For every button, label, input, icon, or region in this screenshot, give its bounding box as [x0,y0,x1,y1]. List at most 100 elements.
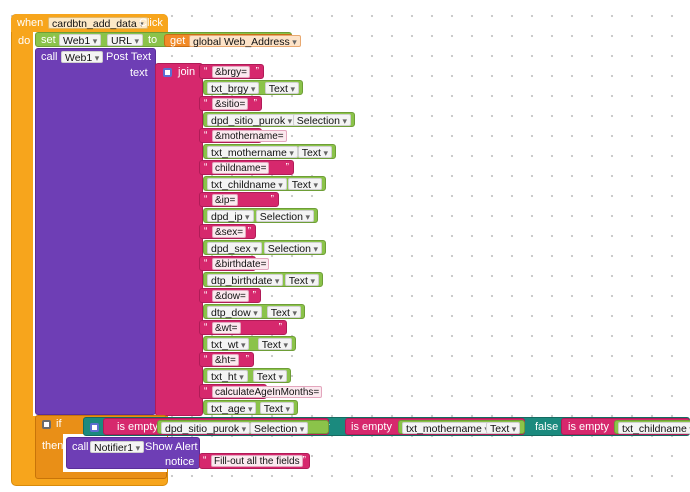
open-quote: “ [204,162,208,173]
getter-component-dropdown[interactable]: txt_ht [207,370,248,383]
getter-component-dropdown[interactable]: txt_childname [207,178,287,191]
join-property-getter[interactable]: txt_brgy Text [203,80,303,95]
getter-property-dropdown[interactable]: Selection [263,242,322,255]
getter-property-dropdown[interactable]: Selection [292,114,351,127]
set-property-dropdown[interactable]: URL [107,34,144,47]
alert-component-dropdown[interactable]: Notifier1 [90,441,145,454]
is-empty-block-1[interactable]: is empty dpd_sitio_purok Selection [103,418,329,435]
join-property-getter[interactable]: dtp_birthdateText [203,272,323,287]
join-string-text[interactable]: &mothername= [212,130,287,142]
open-quote: “ [204,226,208,237]
join-string-text[interactable]: &birthdate= [212,258,270,270]
getter-property-dropdown[interactable]: Selection [255,210,314,223]
global-variable-dropdown[interactable]: global Web_Address [189,35,301,48]
cond2-property-dropdown[interactable]: Text [486,422,521,435]
open-quote: “ [204,130,208,141]
getter-component-dropdown[interactable]: txt_age [207,402,257,415]
getter-component-dropdown[interactable]: dpd_sitio_purok [207,114,297,127]
join-string-block[interactable]: “ &sex=” [199,224,256,239]
event-header[interactable]: when cardbtn_add_data Click [11,14,168,32]
join-string-text[interactable]: childname= [212,162,270,174]
join-string-text[interactable]: &sex= [212,226,247,238]
get-global-block[interactable]: get global Web_Address [164,34,301,48]
to-keyword: to [148,34,158,46]
join-property-getter[interactable]: txt_mothernameText [203,144,336,159]
getter-component-dropdown[interactable]: txt_brgy [207,82,260,95]
open-quote: “ [204,386,208,397]
getter-property-dropdown[interactable]: Text [266,306,301,319]
getter-component-dropdown[interactable]: dpd_ip [207,210,254,223]
is-empty-block-3[interactable]: is empty txt_childname [561,418,690,435]
join-string-block[interactable]: “ &brgy= ” [199,64,264,79]
is-empty-label: is empty [351,421,392,433]
join-string-text[interactable]: &ip= [212,194,239,206]
alert-message-text[interactable]: Fill-out all the fields [211,455,303,467]
join-property-getter[interactable]: dpd_sexSelection [203,240,326,255]
getter-property-dropdown[interactable]: Text [259,402,294,415]
join-string-block[interactable]: “ calculateAgeInMonths=” [199,384,323,399]
join-string-text[interactable]: &brgy= [212,66,250,78]
join-string-text[interactable]: calculateAgeInMonths= [212,386,323,398]
join-string-text[interactable]: &sitio= [212,98,249,110]
join-string-block[interactable]: “ &birthdate=” [199,256,270,271]
getter-component-dropdown[interactable]: txt_mothername [207,146,298,159]
is-empty-block-2[interactable]: is empty txt_mothername Text [345,418,525,435]
cond2-component-dropdown[interactable]: txt_mothername [402,422,493,435]
cond2-getter[interactable]: txt_mothername Text [398,420,525,435]
join-string-text[interactable]: &dow= [212,290,249,302]
if-keyword: if [56,418,62,430]
set-url-block[interactable]: set Web1 URL to get global Web_Address [35,32,301,48]
join-property-getter[interactable]: dpd_ipSelection [203,208,318,223]
open-quote: “ [204,354,208,365]
if-mutator-gear-icon[interactable] [42,420,51,429]
join-property-getter[interactable]: dpd_sitio_purokSelection [203,112,355,127]
event-component-dropdown[interactable]: cardbtn_add_data [48,17,148,30]
join-label: join [178,66,196,78]
join-string-text[interactable]: &wt= [212,322,241,334]
cond1-property-dropdown[interactable]: Selection [250,422,309,435]
close-quote: ” [285,162,289,173]
set-component-dropdown[interactable]: Web1 [59,34,102,47]
call-component-dropdown[interactable]: Web1 [61,51,104,64]
getter-component-dropdown[interactable]: dpd_sex [207,242,262,255]
getter-property-dropdown[interactable]: Text [264,82,299,95]
join-property-getter[interactable]: dtp_dow Text [203,304,305,319]
open-quote: “ [204,66,208,77]
or-mutator-gear-icon[interactable] [90,423,99,432]
show-alert-block[interactable]: call Notifier1 Show Alert notice [66,437,200,469]
mutator-gear-icon[interactable] [163,68,172,77]
join-string-block[interactable]: “ &dow=” [199,288,261,303]
getter-component-dropdown[interactable]: dtp_birthdate [207,274,284,287]
cond1-getter[interactable]: dpd_sitio_purok Selection [157,420,329,435]
is-empty-label: is empty [568,421,609,433]
getter-component-dropdown[interactable]: txt_wt [207,338,250,351]
join-string-text[interactable]: &ht= [212,354,239,366]
open-quote: “ [204,258,208,269]
getter-property-dropdown[interactable]: Text [284,274,319,287]
getter-property-dropdown[interactable]: Text [257,338,292,351]
open-quote: “ [204,98,208,109]
join-string-block[interactable]: “ &ip= ” [199,192,279,207]
post-text-block[interactable]: call Web1 Post Text text [35,48,156,415]
join-string-block[interactable]: “ &ht= ” [199,352,254,367]
close-quote: ” [302,455,306,466]
call-keyword: call [41,51,58,63]
alert-message-string[interactable]: “ Fill-out all the fields ” [199,453,310,469]
getter-property-dropdown[interactable]: Text [297,146,332,159]
join-property-getter[interactable]: txt_wt Text [203,336,296,351]
join-string-block[interactable]: “ &mothername=” [199,128,287,143]
join-string-block[interactable]: “ &sitio= ” [199,96,262,111]
join-string-block[interactable]: “ childname= ” [199,160,294,175]
join-string-block[interactable]: “ &wt= ” [199,320,287,335]
getter-component-dropdown[interactable]: dtp_dow [207,306,262,319]
getter-property-dropdown[interactable]: Text [287,178,322,191]
cond3-component-dropdown[interactable]: txt_childname [618,422,690,435]
join-block[interactable]: join [155,63,203,416]
join-property-getter[interactable]: txt_childnameText [203,176,326,191]
cond1-component-dropdown[interactable]: dpd_sitio_purok [161,422,251,435]
close-quote: ” [258,386,262,397]
getter-property-dropdown[interactable]: Text [252,370,287,383]
join-property-getter[interactable]: txt_ageText [203,400,298,415]
join-property-getter[interactable]: txt_ht Text [203,368,291,383]
cond3-getter[interactable]: txt_childname [614,420,690,435]
